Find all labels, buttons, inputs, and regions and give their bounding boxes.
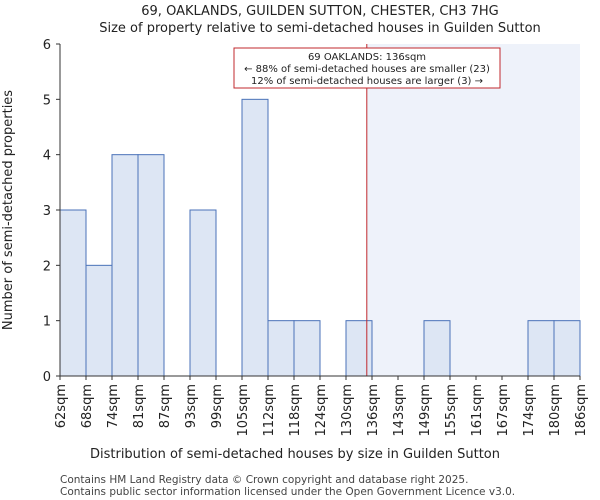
- x-tick-label: 62sqm: [54, 384, 69, 428]
- x-tick-label: 167sqm: [496, 384, 511, 437]
- bar-93sqm: [189, 209, 217, 377]
- x-tick-label: 136sqm: [366, 384, 381, 437]
- x-tick-label: 124sqm: [314, 384, 329, 437]
- y-tick-label: 1: [43, 315, 51, 330]
- y-tick-label: 3: [43, 204, 51, 219]
- bar-149sqm: [423, 320, 451, 377]
- bar-105sqm: [241, 98, 269, 377]
- x-axis-label: Distribution of semi-detached houses by …: [90, 447, 500, 462]
- x-tick-label: 180sqm: [548, 384, 563, 437]
- bar-74sqm: [111, 154, 139, 377]
- x-tick-label: 149sqm: [418, 384, 433, 437]
- y-tick-label: 0: [43, 370, 51, 385]
- annotation-line2: ← 88% of semi-detached houses are smalle…: [244, 64, 490, 75]
- x-tick-label: 105sqm: [236, 384, 251, 437]
- bar-180sqm: [553, 320, 581, 377]
- bar-130sqm: [345, 320, 373, 377]
- x-tick-label: 161sqm: [470, 384, 485, 437]
- x-tick-label: 68sqm: [80, 384, 95, 428]
- footer-line2: Contains public sector information licen…: [60, 486, 515, 498]
- bar-118sqm: [293, 320, 321, 377]
- x-tick-label: 143sqm: [392, 384, 407, 437]
- bar-68sqm: [85, 264, 113, 377]
- footer-line1: Contains HM Land Registry data © Crown c…: [60, 474, 468, 486]
- bar-112sqm: [267, 320, 295, 377]
- y-tick-label: 6: [43, 38, 51, 53]
- x-tick-label: 174sqm: [522, 384, 537, 437]
- bar-81sqm: [137, 154, 165, 377]
- y-axis-ticks: 0 1 2 3 4 5 6: [43, 38, 60, 385]
- bar-62sqm: [59, 209, 87, 377]
- x-tick-label: 112sqm: [262, 384, 277, 437]
- y-tick-label: 2: [43, 259, 51, 274]
- x-tick-label: 99sqm: [210, 384, 225, 428]
- annotation-box: 69 OAKLANDS: 136sqm ← 88% of semi-detach…: [233, 47, 501, 89]
- y-axis-label: Number of semi-detached properties: [1, 90, 16, 330]
- x-tick-label: 93sqm: [184, 384, 199, 428]
- annotation-line1: 69 OAKLANDS: 136sqm: [308, 52, 426, 63]
- x-tick-label: 74sqm: [106, 384, 121, 428]
- x-tick-label: 186sqm: [574, 384, 589, 437]
- annotation-line3: 12% of semi-detached houses are larger (…: [251, 76, 483, 87]
- chart-subtitle: Size of property relative to semi-detach…: [99, 21, 541, 36]
- bar-174sqm: [527, 320, 555, 377]
- y-tick-label: 4: [43, 149, 51, 164]
- x-tick-label: 118sqm: [288, 384, 303, 437]
- bars-group: [59, 98, 581, 377]
- x-tick-label: 130sqm: [340, 384, 355, 437]
- x-tick-label: 87sqm: [158, 384, 173, 428]
- x-tick-label: 81sqm: [132, 384, 147, 428]
- y-tick-label: 5: [43, 93, 51, 108]
- x-axis-ticks: 62sqm 68sqm 74sqm 81sqm 87sqm 93sqm 99sqm 105sq…: [54, 376, 589, 437]
- x-tick-label: 155sqm: [444, 384, 459, 437]
- chart-title: 69, OAKLANDS, GUILDEN SUTTON, CHESTER, C…: [141, 4, 498, 19]
- annotation-border: [233, 47, 501, 89]
